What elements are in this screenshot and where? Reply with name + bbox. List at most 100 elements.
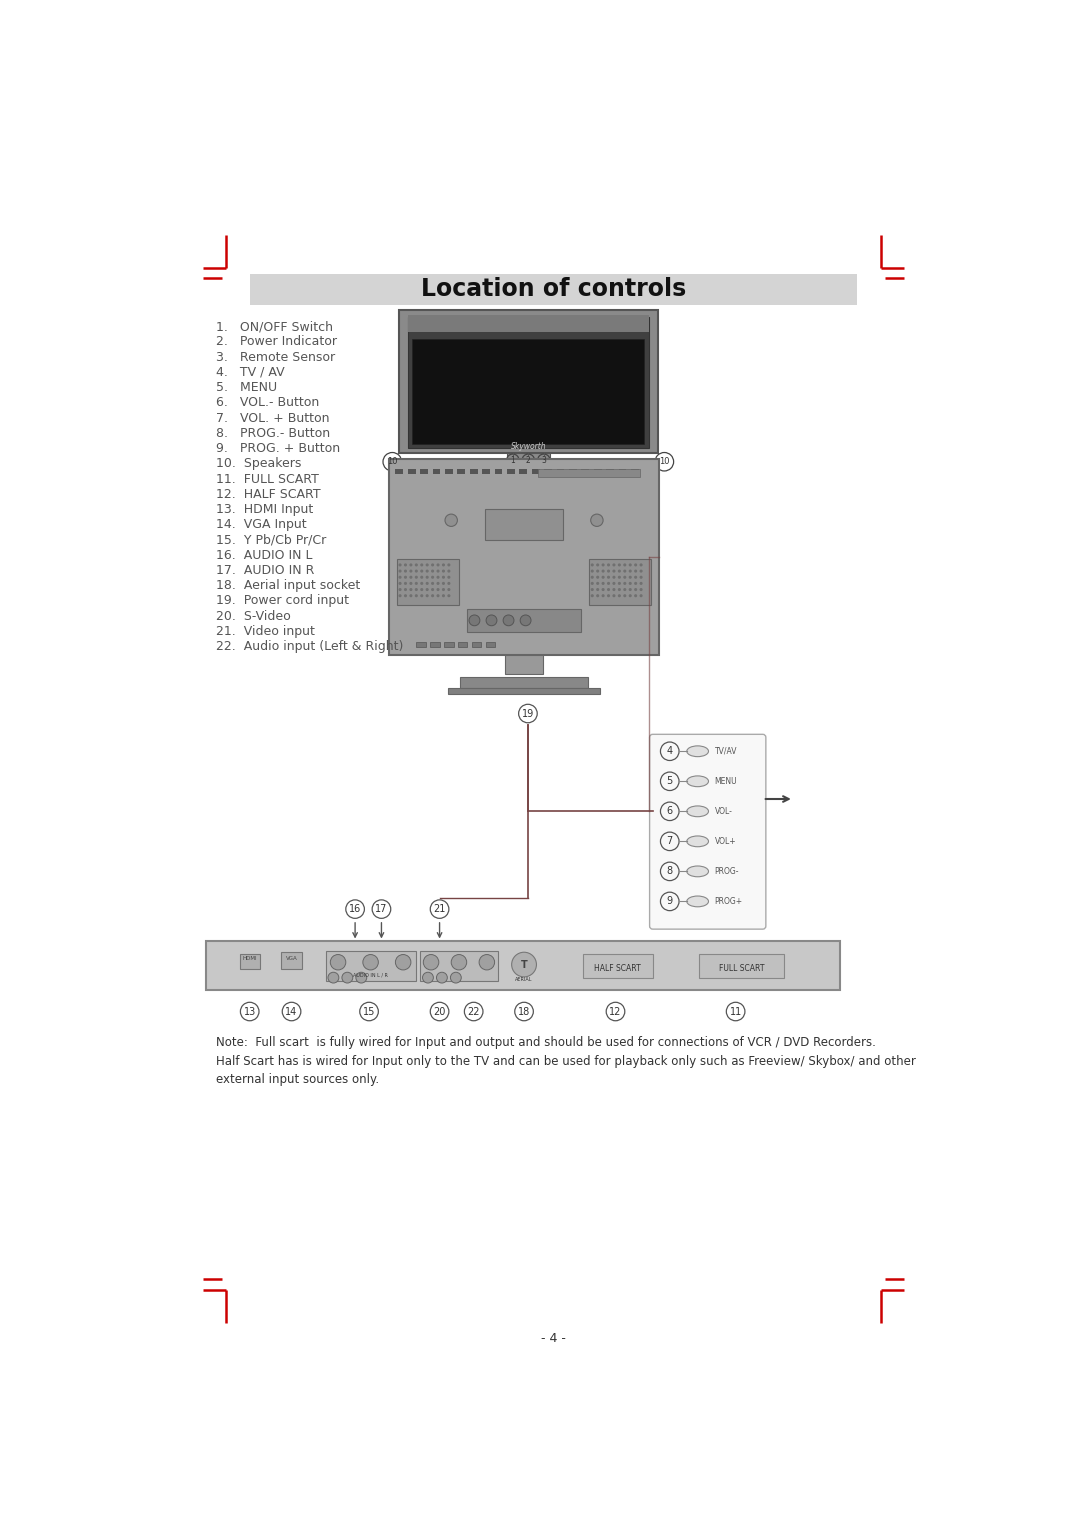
Text: 11: 11 bbox=[729, 1006, 742, 1017]
Circle shape bbox=[596, 589, 599, 592]
Text: 10.  Speakers: 10. Speakers bbox=[216, 458, 301, 470]
Circle shape bbox=[436, 589, 440, 592]
Circle shape bbox=[342, 973, 353, 984]
Text: Location of controls: Location of controls bbox=[421, 278, 686, 302]
Circle shape bbox=[623, 563, 626, 566]
Circle shape bbox=[415, 563, 418, 566]
Circle shape bbox=[629, 576, 632, 580]
FancyBboxPatch shape bbox=[507, 453, 550, 470]
Circle shape bbox=[447, 576, 450, 580]
FancyBboxPatch shape bbox=[472, 642, 482, 647]
Circle shape bbox=[431, 576, 434, 580]
Circle shape bbox=[431, 569, 434, 572]
Circle shape bbox=[426, 595, 429, 598]
Text: 12.  HALF SCART: 12. HALF SCART bbox=[216, 488, 321, 500]
FancyBboxPatch shape bbox=[408, 317, 649, 448]
Circle shape bbox=[486, 615, 497, 625]
Circle shape bbox=[634, 589, 637, 592]
Text: 2: 2 bbox=[526, 456, 530, 465]
Text: 4: 4 bbox=[666, 746, 673, 756]
Circle shape bbox=[639, 563, 643, 566]
Circle shape bbox=[602, 589, 605, 592]
Circle shape bbox=[607, 576, 610, 580]
Circle shape bbox=[591, 595, 594, 598]
Circle shape bbox=[618, 569, 621, 572]
Circle shape bbox=[612, 583, 616, 586]
Circle shape bbox=[629, 583, 632, 586]
Circle shape bbox=[618, 589, 621, 592]
Text: HALF SCART: HALF SCART bbox=[594, 964, 642, 973]
FancyBboxPatch shape bbox=[581, 470, 590, 474]
FancyBboxPatch shape bbox=[531, 470, 540, 474]
Text: 7: 7 bbox=[666, 836, 673, 846]
Circle shape bbox=[447, 583, 450, 586]
Text: 2.   Power Indicator: 2. Power Indicator bbox=[216, 336, 337, 348]
Circle shape bbox=[447, 589, 450, 592]
Circle shape bbox=[602, 563, 605, 566]
Text: 8: 8 bbox=[666, 866, 673, 877]
Circle shape bbox=[399, 583, 402, 586]
Ellipse shape bbox=[687, 897, 708, 907]
Circle shape bbox=[415, 576, 418, 580]
FancyBboxPatch shape bbox=[569, 470, 577, 474]
FancyBboxPatch shape bbox=[448, 688, 599, 694]
FancyBboxPatch shape bbox=[458, 642, 468, 647]
Circle shape bbox=[426, 576, 429, 580]
Circle shape bbox=[634, 569, 637, 572]
Circle shape bbox=[436, 569, 440, 572]
Circle shape bbox=[612, 589, 616, 592]
Circle shape bbox=[436, 973, 447, 984]
Circle shape bbox=[618, 595, 621, 598]
Text: 21.  Video input: 21. Video input bbox=[216, 625, 315, 637]
Circle shape bbox=[399, 569, 402, 572]
Text: 10: 10 bbox=[659, 458, 670, 467]
Circle shape bbox=[442, 583, 445, 586]
FancyBboxPatch shape bbox=[583, 953, 652, 978]
Text: 14: 14 bbox=[285, 1006, 298, 1017]
Circle shape bbox=[426, 589, 429, 592]
Circle shape bbox=[420, 563, 423, 566]
Circle shape bbox=[436, 563, 440, 566]
Circle shape bbox=[618, 576, 621, 580]
Text: 22: 22 bbox=[468, 1006, 480, 1017]
Text: 15: 15 bbox=[363, 1006, 375, 1017]
Ellipse shape bbox=[687, 866, 708, 877]
Text: 18: 18 bbox=[518, 1006, 530, 1017]
Circle shape bbox=[445, 514, 458, 526]
Circle shape bbox=[623, 595, 626, 598]
Circle shape bbox=[415, 589, 418, 592]
Text: 9.   PROG. + Button: 9. PROG. + Button bbox=[216, 442, 340, 454]
FancyBboxPatch shape bbox=[450, 483, 606, 488]
FancyBboxPatch shape bbox=[519, 470, 527, 474]
Circle shape bbox=[404, 583, 407, 586]
Circle shape bbox=[612, 569, 616, 572]
Circle shape bbox=[469, 615, 480, 625]
Text: 22.  Audio input (Left & Right): 22. Audio input (Left & Right) bbox=[216, 640, 404, 653]
Circle shape bbox=[399, 589, 402, 592]
Circle shape bbox=[420, 569, 423, 572]
Circle shape bbox=[596, 583, 599, 586]
Text: 5.   MENU: 5. MENU bbox=[216, 381, 278, 393]
Circle shape bbox=[415, 569, 418, 572]
Circle shape bbox=[330, 955, 346, 970]
Text: 9: 9 bbox=[666, 897, 673, 906]
Circle shape bbox=[426, 583, 429, 586]
FancyBboxPatch shape bbox=[556, 470, 565, 474]
Circle shape bbox=[436, 583, 440, 586]
Text: HDMI: HDMI bbox=[242, 956, 257, 961]
Circle shape bbox=[602, 569, 605, 572]
Circle shape bbox=[612, 563, 616, 566]
Circle shape bbox=[629, 563, 632, 566]
Circle shape bbox=[623, 569, 626, 572]
Circle shape bbox=[409, 595, 413, 598]
Circle shape bbox=[415, 583, 418, 586]
Circle shape bbox=[442, 576, 445, 580]
Text: 10: 10 bbox=[387, 458, 397, 467]
FancyBboxPatch shape bbox=[594, 470, 602, 474]
FancyBboxPatch shape bbox=[445, 470, 453, 474]
Text: 1.   ON/OFF Switch: 1. ON/OFF Switch bbox=[216, 320, 334, 332]
Circle shape bbox=[420, 595, 423, 598]
Ellipse shape bbox=[687, 805, 708, 817]
Circle shape bbox=[420, 589, 423, 592]
Circle shape bbox=[447, 569, 450, 572]
